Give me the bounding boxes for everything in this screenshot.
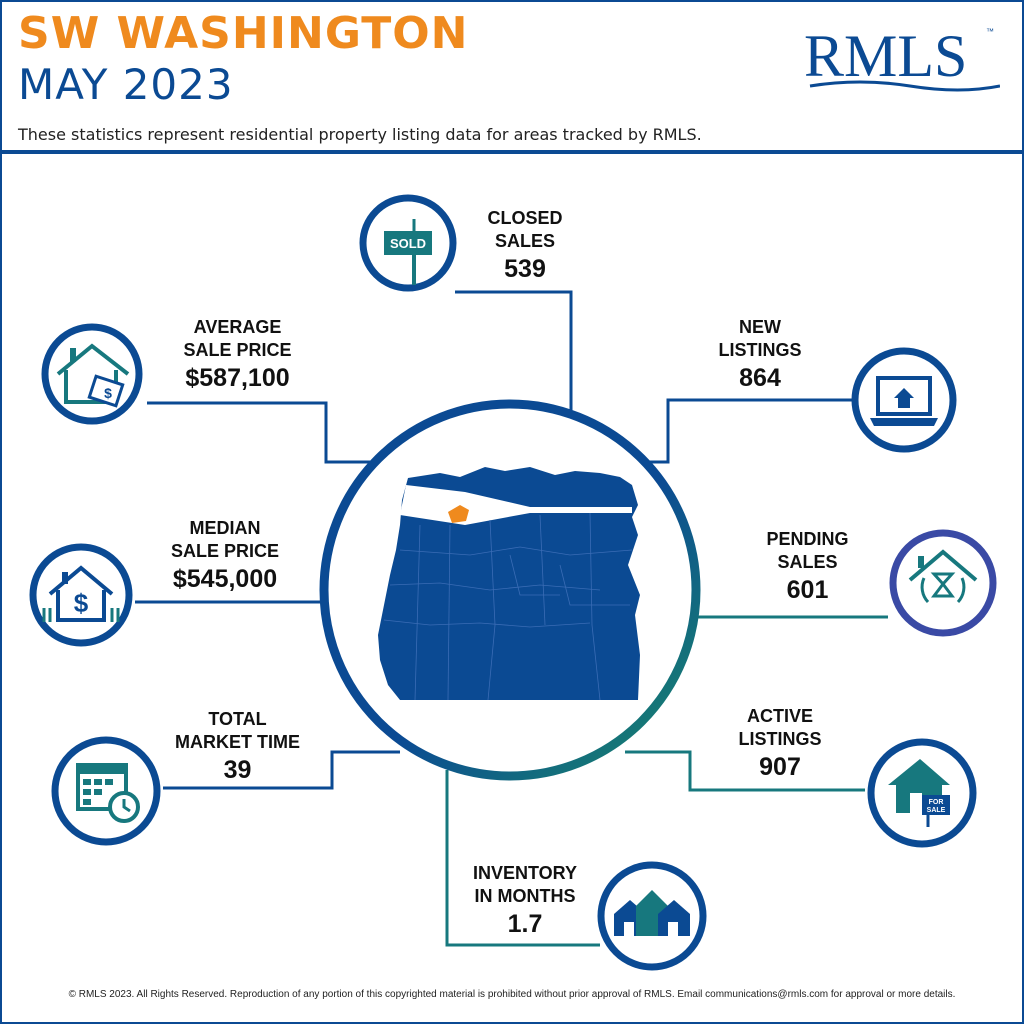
house-hourglass-icon <box>889 529 997 637</box>
header-divider <box>0 150 1024 154</box>
total-market-time-value: 39 <box>223 756 252 784</box>
logo-swoosh <box>809 80 1000 92</box>
page-subtitle: These statistics represent residential p… <box>18 125 702 144</box>
median-sale-price-label: MEDIAN SALE PRICE <box>170 518 280 561</box>
closed-sales-stat: CLOSED SALES 539 <box>455 207 595 285</box>
oregon-county-map-icon <box>378 467 640 701</box>
sold-sign-text: SOLD <box>390 236 426 251</box>
svg-text:$: $ <box>74 588 89 618</box>
rmls-logo-text: RMLS <box>804 23 967 89</box>
pending-sales-label: PENDING SALES <box>766 529 849 572</box>
active-listings-value: 907 <box>759 753 801 781</box>
pending-sales-stat: PENDING SALES 601 <box>745 528 870 606</box>
sold-sign-icon: SOLD <box>359 194 457 292</box>
svg-text:SALE: SALE <box>927 807 946 814</box>
rmls-trademark: ™ <box>986 27 994 36</box>
inventory-months-stat: INVENTORY IN MONTHS 1.7 <box>455 862 595 940</box>
houses-row-icon <box>597 861 707 971</box>
median-sale-price-value: $545,000 <box>172 565 278 593</box>
pending-sales-value: 601 <box>786 576 829 604</box>
avg-sale-price-value: $587,100 <box>185 364 290 392</box>
svg-text:$: $ <box>104 385 112 401</box>
new-listings-value: 864 <box>739 364 781 392</box>
inventory-months-label: INVENTORY IN MONTHS <box>472 863 578 906</box>
inventory-months-value: 1.7 <box>507 910 543 938</box>
footer-copyright: © RMLS 2023. All Rights Reserved. Reprod… <box>68 989 956 1000</box>
laptop-house-icon <box>851 347 957 453</box>
calendar-clock-icon <box>51 736 161 846</box>
new-listings-stat: NEW LISTINGS 864 <box>695 316 825 394</box>
active-listings-label: ACTIVE LISTINGS <box>738 706 822 749</box>
house-dollar-icon: $ <box>29 543 133 647</box>
active-listings-stat: ACTIVE LISTINGS 907 <box>720 705 840 783</box>
page-title-region: SW WASHINGTON <box>18 8 469 59</box>
closed-sales-label: CLOSED SALES <box>487 208 563 251</box>
house-for-sale-icon: FOR SALE <box>867 738 977 848</box>
total-market-time-stat: TOTAL MARKET TIME 39 <box>165 708 310 786</box>
house-price-tag-icon: $ <box>41 323 143 425</box>
new-listings-label: NEW LISTINGS <box>718 317 802 360</box>
total-market-time-label: TOTAL MARKET TIME <box>175 709 300 752</box>
avg-sale-price-stat: AVERAGE SALE PRICE $587,100 <box>150 316 325 394</box>
avg-sale-price-label: AVERAGE SALE PRICE <box>183 317 292 360</box>
highlight-region <box>448 505 469 523</box>
closed-sales-value: 539 <box>504 255 546 283</box>
rmls-logo: RMLS ™ <box>804 23 1000 92</box>
svg-text:FOR: FOR <box>929 799 944 806</box>
page-title-period: MAY 2023 <box>18 60 234 109</box>
median-sale-price-stat: MEDIAN SALE PRICE $545,000 <box>140 517 310 595</box>
